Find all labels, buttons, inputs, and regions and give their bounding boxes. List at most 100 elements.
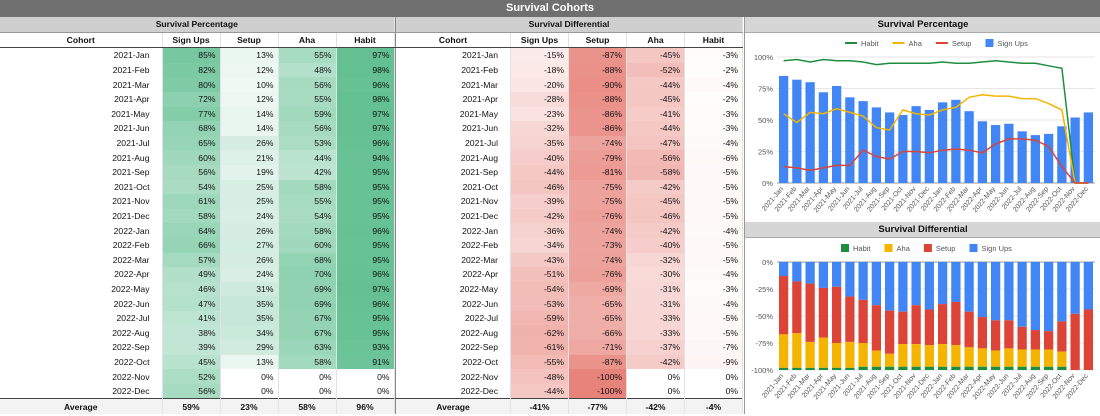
bar-segment-habit	[911, 366, 921, 370]
cohort-cell: 2022-Oct	[395, 354, 511, 370]
bar-segment-sign-ups	[911, 262, 921, 306]
cohort-cell: 2021-Oct	[395, 179, 511, 195]
value-cell: -61%	[510, 340, 569, 355]
bar-segment-setup	[990, 320, 1001, 351]
bar-segment-habit	[1043, 366, 1054, 370]
column-header: Sign Ups	[162, 32, 221, 49]
table-row: 2022-Apr -51% -76% -30% -4%	[395, 267, 744, 282]
value-cell: 27%	[220, 237, 279, 253]
value-cell: 66%	[162, 237, 221, 253]
y-tick-label: -100%	[751, 366, 773, 375]
value-cell: -28%	[510, 91, 569, 107]
table-row: 2022-Mar -43% -74% -32% -5%	[395, 252, 744, 268]
value-cell: -45%	[626, 194, 685, 209]
value-cell: 60%	[162, 150, 221, 165]
bar-sign-ups	[1004, 123, 1014, 183]
value-cell: 0%	[336, 369, 395, 384]
cohort-cell: 2021-Jul	[0, 135, 163, 151]
value-cell: -18%	[510, 62, 569, 78]
line-aha	[783, 94, 1089, 184]
legend-label: Setup	[952, 39, 972, 48]
table-row: 2021-Jan -15% -87% -45% -3%	[395, 47, 744, 63]
column-header-row: Cohort Sign Ups Setup Aha Habit	[0, 32, 395, 49]
value-cell: -4%	[684, 267, 744, 282]
table-row: 2022-Jul 41% 35% 67% 95%	[0, 310, 395, 326]
bar-segment-sign-ups	[858, 262, 868, 300]
value-cell: -65%	[568, 310, 627, 326]
bar-sign-ups	[818, 92, 829, 183]
value-cell: -47%	[626, 135, 685, 151]
bar-segment-sign-ups	[924, 262, 935, 310]
cohort-cell: 2021-Oct	[0, 179, 163, 195]
table-row: 2022-Jan -36% -74% -42% -4%	[395, 223, 744, 238]
bar-segment-habit	[871, 366, 882, 370]
value-cell: 68%	[162, 121, 221, 136]
value-cell: -3%	[684, 121, 744, 136]
value-cell: 19%	[220, 164, 279, 180]
value-cell: -4%	[684, 77, 744, 92]
value-cell: 47%	[162, 296, 221, 311]
value-cell: 95%	[336, 252, 395, 268]
value-cell: 82%	[162, 62, 221, 78]
bar-sign-ups	[898, 114, 908, 183]
value-cell: -71%	[568, 340, 627, 355]
table-row: 2021-Mar 80% 10% 56% 96%	[0, 77, 395, 92]
cohort-cell: 2021-May	[0, 106, 163, 122]
dashboard-title: Survival Cohorts	[0, 0, 1100, 17]
bar-segment-sign-ups	[805, 262, 815, 284]
cohort-cell: 2021-Jun	[395, 121, 511, 136]
bar-sign-ups	[858, 101, 868, 183]
legend-swatch	[969, 244, 978, 252]
value-cell: 0%	[626, 369, 685, 384]
cohort-cell: 2021-Feb	[0, 62, 163, 78]
bar-segment-habit	[990, 366, 1001, 370]
table-row: 2021-Dec 58% 24% 54% 95%	[0, 208, 395, 224]
value-cell: -31%	[626, 296, 685, 311]
column-header: Cohort	[0, 32, 163, 49]
cohort-cell: 2021-Feb	[395, 62, 511, 78]
bar-sign-ups	[964, 111, 974, 183]
cohort-cell: 2022-Jun	[0, 296, 163, 311]
bar-segment-setup	[805, 283, 815, 342]
value-cell: 0%	[278, 383, 337, 399]
bar-segment-habit	[924, 366, 935, 370]
bar-segment-sign-ups	[964, 262, 974, 312]
value-cell: 25%	[220, 194, 279, 209]
bar-segment-setup	[898, 311, 908, 345]
cohort-cell: 2021-Sep	[395, 164, 511, 180]
value-cell: -5%	[684, 179, 744, 195]
value-cell: 95%	[336, 208, 395, 224]
value-cell: -48%	[510, 369, 569, 384]
bar-segment-aha	[831, 343, 842, 368]
cohort-cell: 2022-May	[395, 281, 511, 297]
value-cell: 0%	[278, 369, 337, 384]
value-cell: 97%	[336, 47, 395, 63]
value-cell: 95%	[336, 194, 395, 209]
bar-segment-habit	[1004, 366, 1014, 370]
table-row: 2021-Mar -20% -90% -44% -4%	[395, 77, 744, 92]
value-cell: -32%	[510, 121, 569, 136]
value-cell: -5%	[684, 325, 744, 341]
bar-segment-sign-ups	[1004, 262, 1014, 321]
cohort-cell: 2022-Aug	[395, 325, 511, 341]
bar-sign-ups	[990, 125, 1001, 183]
value-cell: 77%	[162, 106, 221, 122]
value-cell: -42%	[626, 179, 685, 195]
value-cell: -53%	[510, 296, 569, 311]
value-cell: 48%	[278, 62, 337, 78]
value-cell: 97%	[336, 281, 395, 297]
value-cell: -4%	[684, 135, 744, 151]
legend-item: Sign Ups	[969, 244, 1012, 253]
cohort-cell: 2022-Mar	[0, 252, 163, 268]
cohort-cell: 2022-Dec	[0, 383, 163, 399]
value-cell: -45%	[626, 47, 685, 63]
cohort-cell: 2022-Apr	[395, 267, 511, 282]
value-cell: -66%	[568, 325, 627, 341]
survival-differential-plot: Habit Aha Setup Sign Ups 0% -25% -50% -75% -100%…	[751, 244, 1095, 401]
bar-segment-aha	[898, 344, 908, 367]
bar-sign-ups	[845, 97, 855, 183]
value-cell: -55%	[510, 354, 569, 370]
bar-segment-aha	[911, 344, 921, 367]
value-cell: 21%	[220, 150, 279, 165]
